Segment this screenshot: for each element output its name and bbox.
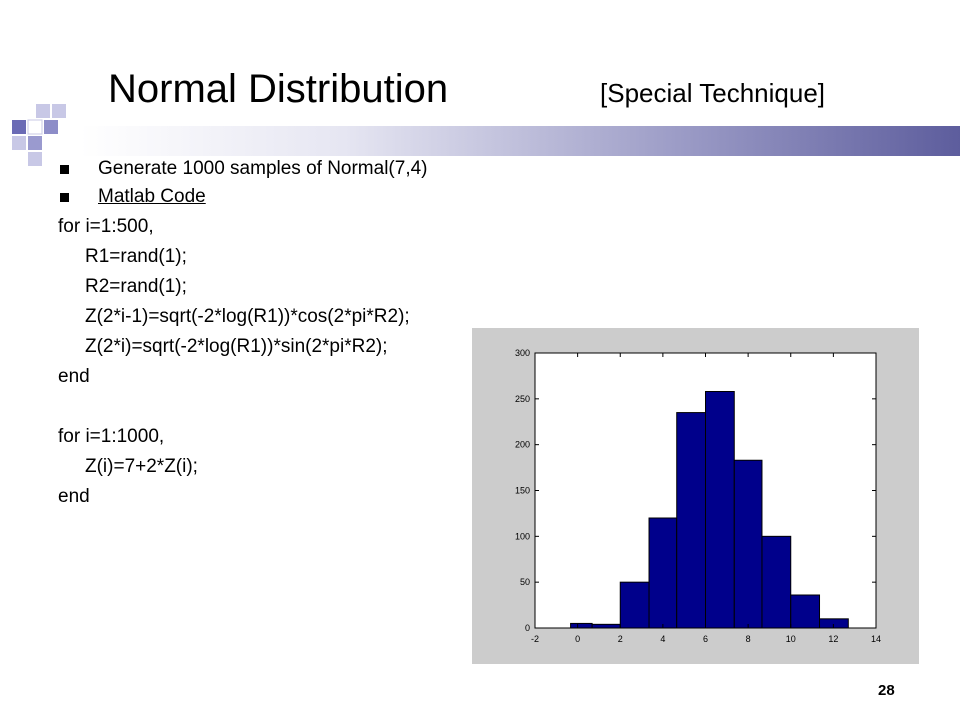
code-line: R1=rand(1); [85, 246, 187, 267]
title-divider-bar [80, 126, 960, 156]
histogram-bar [676, 412, 706, 629]
x-tick-label: 2 [618, 634, 623, 644]
page-number: 28 [878, 682, 895, 699]
y-tick-label: 100 [515, 531, 530, 541]
y-tick-label: 150 [515, 486, 530, 496]
code-line: end [58, 486, 90, 507]
y-tick-label: 300 [515, 348, 530, 358]
x-tick-label: 8 [746, 634, 751, 644]
bullet-text: Matlab Code [98, 186, 206, 207]
histogram-bar [648, 517, 678, 629]
y-tick-label: 0 [525, 623, 530, 633]
slide-title: Normal Distribution [108, 67, 449, 111]
histogram-bar [619, 581, 650, 629]
x-tick-label: 12 [828, 634, 838, 644]
code-line [58, 392, 410, 422]
histogram-bar [790, 594, 821, 629]
x-tick-label: -2 [531, 634, 539, 644]
code-line: Z(2*i-1)=sqrt(-2*log(R1))*cos(2*pi*R2); [85, 306, 410, 327]
code-line: for i=1:1000, [58, 426, 165, 447]
bullet-square-icon [60, 193, 69, 202]
code-line: Z(2*i)=sqrt(-2*log(R1))*sin(2*pi*R2); [85, 336, 388, 357]
histogram-bar [819, 618, 849, 629]
y-tick-label: 200 [515, 440, 530, 450]
y-tick-label: 50 [520, 577, 530, 587]
x-tick-label: 6 [703, 634, 708, 644]
code-line: end [58, 366, 90, 387]
y-tick-label: 250 [515, 394, 530, 404]
x-tick-label: 14 [871, 634, 881, 644]
x-tick-label: 4 [660, 634, 665, 644]
histogram-figure: -2 0 2 4 6 8 10 12 14 0 50 100 150 200 250 300 [472, 328, 919, 664]
code-line: Z(i)=7+2*Z(i); [85, 456, 198, 477]
histogram-bar [705, 391, 735, 629]
slide-subtitle: [Special Technique] [600, 78, 826, 108]
decorative-squares [0, 100, 80, 180]
bullet-text: Generate 1000 samples of Normal(7,4) [98, 158, 428, 179]
x-tick-label: 10 [786, 634, 796, 644]
histogram-bar [761, 535, 792, 629]
code-line: R2=rand(1); [85, 276, 187, 297]
histogram-bar [733, 459, 763, 629]
x-tick-label: 0 [575, 634, 580, 644]
bullet-square-icon [60, 165, 69, 174]
code-block: for i=1:500, R1=rand(1); R2=rand(1); Z(2*i-… [58, 212, 410, 512]
code-line: for i=1:500, [58, 216, 154, 237]
histogram-bar [591, 623, 621, 629]
histogram-bar [570, 622, 593, 629]
